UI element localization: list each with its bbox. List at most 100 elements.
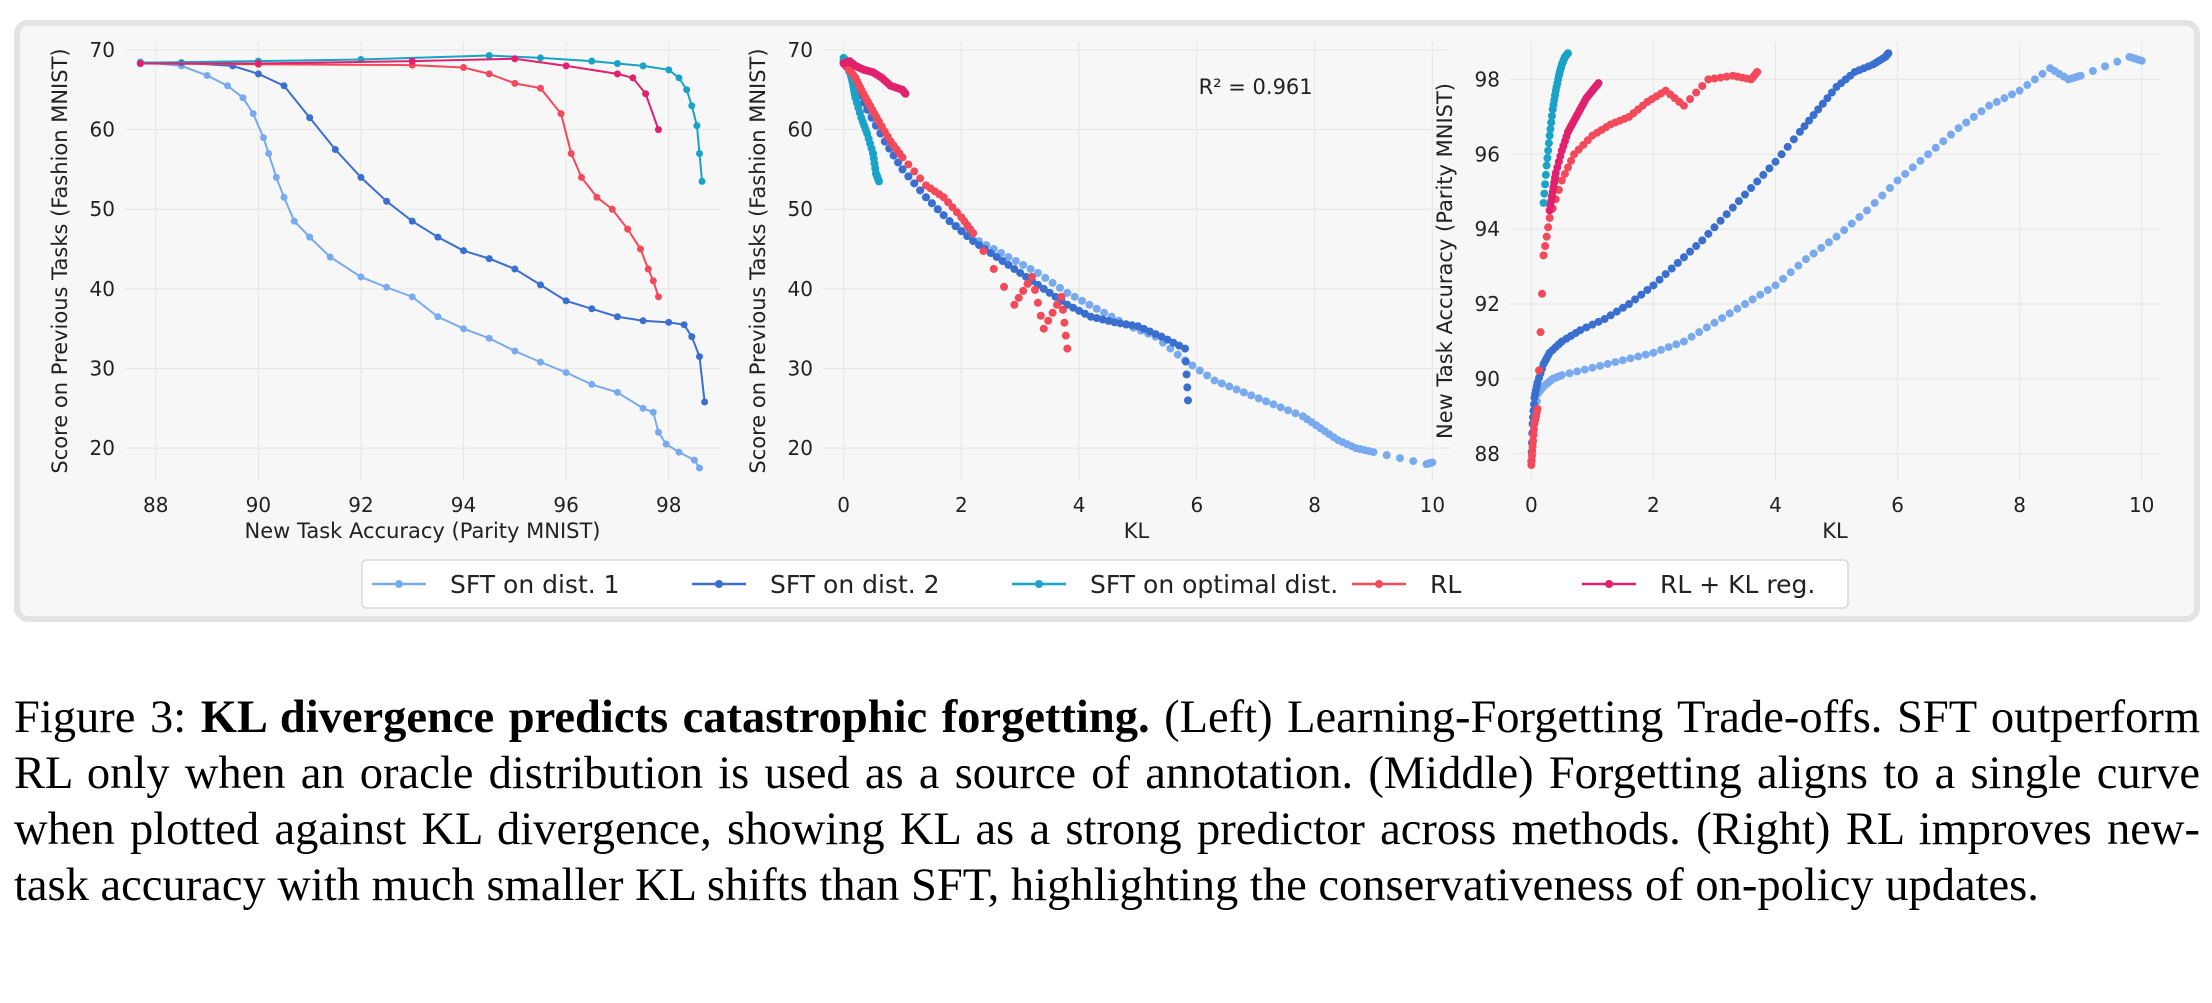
data-point <box>1753 177 1762 186</box>
data-point <box>636 245 644 253</box>
data-point <box>608 205 616 213</box>
data-point <box>1946 130 1955 139</box>
data-point <box>898 165 907 174</box>
data-point <box>1284 406 1293 415</box>
data-point <box>1545 213 1554 222</box>
data-point <box>1643 286 1652 295</box>
data-point <box>1863 206 1872 215</box>
x-tick-label: 98 <box>656 493 681 517</box>
data-point <box>1794 261 1803 270</box>
series-rl <box>839 59 1072 353</box>
data-point <box>326 253 334 261</box>
data-point <box>1870 198 1879 207</box>
data-point <box>1055 283 1064 292</box>
data-point <box>1728 203 1737 212</box>
data-point <box>1542 232 1551 241</box>
data-point <box>1611 358 1620 367</box>
data-point <box>665 318 673 326</box>
data-point <box>701 398 709 406</box>
y-tick-label: 50 <box>90 197 115 221</box>
data-point <box>536 54 544 62</box>
data-point <box>901 89 910 98</box>
data-point <box>629 74 637 82</box>
data-point <box>557 110 565 118</box>
data-point <box>1818 99 1827 108</box>
data-point <box>1540 189 1549 198</box>
data-point <box>1030 285 1039 294</box>
data-point <box>1765 164 1774 173</box>
data-point <box>1939 137 1948 146</box>
data-point <box>1657 345 1666 354</box>
data-point <box>1195 366 1204 375</box>
data-point <box>1291 409 1300 418</box>
data-point <box>1004 260 1013 269</box>
data-point <box>1036 311 1045 320</box>
data-point <box>1542 161 1551 170</box>
y-tick-label: 40 <box>90 277 115 301</box>
data-point <box>536 358 544 366</box>
data-point <box>1039 284 1048 293</box>
data-point <box>1817 243 1826 252</box>
data-point <box>688 333 696 341</box>
caption-text: (Left) Learning-Forgetting Trade-offs. S… <box>14 692 2200 911</box>
data-point <box>1075 306 1084 315</box>
data-point <box>1026 264 1035 273</box>
data-point <box>1254 394 1263 403</box>
data-point <box>1672 340 1681 349</box>
x-tick-label: 2 <box>1647 493 1660 517</box>
data-point <box>945 217 954 226</box>
series-rl-kl-reg <box>839 57 910 98</box>
data-point <box>1044 316 1053 325</box>
data-point <box>588 305 596 313</box>
series-rl-kl-reg <box>1545 79 1603 215</box>
data-point <box>1779 274 1788 283</box>
data-point <box>259 134 267 142</box>
series-line <box>140 61 706 403</box>
data-point <box>1710 74 1719 83</box>
data-point <box>933 205 942 214</box>
data-point <box>265 149 273 157</box>
x-axis-label: KL <box>1822 519 1848 543</box>
data-point <box>1847 219 1856 228</box>
data-point <box>1618 303 1627 312</box>
data-point <box>1759 170 1768 179</box>
data-point <box>1702 323 1711 332</box>
data-point <box>562 297 570 305</box>
data-point <box>357 173 365 181</box>
data-point <box>1543 154 1552 163</box>
data-point <box>1783 142 1792 151</box>
data-point <box>1756 290 1765 299</box>
data-point <box>485 70 493 78</box>
data-point <box>642 90 650 98</box>
data-point <box>1019 286 1028 295</box>
data-point <box>2038 69 2047 78</box>
data-point <box>1612 307 1621 316</box>
data-point <box>1840 226 1849 235</box>
data-point <box>951 222 960 231</box>
data-point <box>1110 318 1119 327</box>
series-rl <box>1527 67 1762 470</box>
data-point <box>2007 90 2016 99</box>
series-rl <box>136 60 662 301</box>
data-point <box>1000 282 1009 291</box>
data-point <box>1069 303 1078 312</box>
figure-caption: Figure 3: KL divergence predicts catastr… <box>14 690 2200 914</box>
data-point <box>1771 157 1780 166</box>
data-point <box>562 368 570 376</box>
data-point <box>485 52 493 60</box>
data-point <box>1541 180 1550 189</box>
data-point <box>1010 300 1019 309</box>
panel-left: 88 90 92 94 96 98 20 30 40 50 60 70 New Task Accurac… <box>48 38 720 543</box>
legend-label: SFT on dist. 2 <box>770 570 940 599</box>
data-point <box>1163 335 1172 344</box>
data-point <box>1631 295 1640 304</box>
legend-label: RL <box>1430 570 1461 599</box>
data-point <box>1814 105 1823 114</box>
data-point <box>910 167 919 176</box>
legend-item-sft-on-dist-2: SFT on dist. 2 <box>692 570 940 599</box>
data-point <box>1262 397 1271 406</box>
data-point <box>1594 79 1603 88</box>
data-point <box>511 265 519 273</box>
data-point <box>1710 223 1719 232</box>
x-axis-label: New Task Accuracy (Parity MNIST) <box>245 519 601 543</box>
